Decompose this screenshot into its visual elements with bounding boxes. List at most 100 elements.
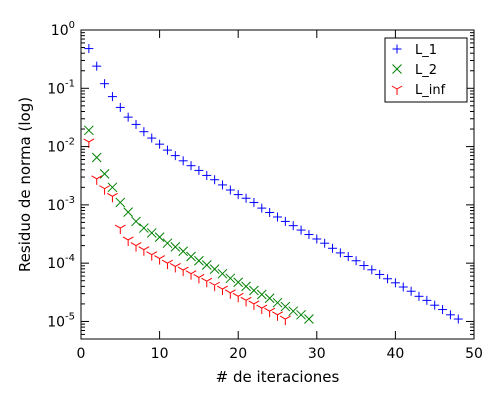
data-point-l-2 (233, 277, 244, 288)
data-point-l-inf (185, 270, 197, 280)
data-point-l-2 (280, 301, 291, 312)
data-point-l-2 (249, 285, 259, 296)
data-point-l-1 (312, 234, 322, 244)
data-point-l-inf (91, 175, 103, 185)
data-point-l-2 (146, 228, 157, 238)
data-point-l-2 (241, 281, 251, 292)
data-point-l-1 (217, 180, 227, 190)
data-point-l-1 (273, 212, 282, 222)
data-point-l-1 (351, 256, 361, 266)
x-tick-label: 0 (77, 346, 86, 362)
data-point-l-inf (209, 281, 221, 292)
data-point-l-inf (232, 292, 244, 303)
data-point-l-1 (422, 295, 432, 305)
data-point-l-1 (186, 161, 196, 171)
data-point-l-inf (106, 192, 118, 203)
data-point-l-1 (445, 310, 455, 320)
data-point-l-inf (169, 262, 181, 273)
data-point-l-1 (438, 305, 448, 315)
data-point-l-inf (122, 236, 134, 246)
data-point-l-inf (256, 304, 268, 315)
data-point-l-2 (99, 169, 110, 179)
data-point-l-1 (304, 230, 314, 240)
data-point-l-2 (131, 216, 141, 227)
y-tick-label: 10-3 (47, 195, 75, 214)
data-point-l-2 (296, 309, 306, 320)
y-axis-label: Residuo de norma (log) (16, 97, 34, 272)
data-point-l-1 (296, 225, 306, 235)
data-point-l-2 (107, 182, 118, 193)
data-point-l-1 (430, 300, 440, 310)
data-point-l-2 (91, 152, 102, 163)
data-point-l-1 (398, 282, 408, 292)
x-tick-label: 10 (151, 346, 169, 362)
x-tick-label: 40 (386, 346, 404, 362)
data-point-l-1 (367, 265, 377, 275)
data-point-l-inf (146, 251, 158, 261)
data-point-l-2 (225, 273, 236, 284)
data-point-l-1 (414, 291, 424, 301)
data-point-l-1 (84, 44, 94, 54)
data-point-l-2 (201, 260, 212, 270)
data-point-l-1 (328, 243, 338, 253)
data-point-l-1 (115, 102, 125, 112)
data-point-l-2 (194, 255, 204, 266)
data-point-l-1 (194, 165, 204, 175)
y-tick-label: 10-4 (47, 253, 75, 272)
data-point-l-1 (107, 92, 117, 102)
data-point-l-2 (84, 125, 94, 136)
legend-label-l-inf: L_inf (415, 83, 446, 98)
data-point-l-inf (201, 277, 213, 288)
data-point-l-inf (248, 300, 260, 310)
x-axis-label: # de iteraciones (216, 368, 340, 386)
data-point-l-1 (178, 156, 188, 166)
data-point-l-1 (320, 238, 330, 248)
data-point-l-1 (453, 314, 463, 324)
data-point-l-inf (217, 285, 228, 296)
data-point-l-1 (257, 203, 267, 213)
data-point-l-2 (304, 314, 314, 324)
data-point-l-inf (154, 255, 166, 265)
legend: L_1 L_2 L_inf (384, 37, 468, 103)
data-point-l-inf (162, 259, 173, 270)
data-point-l-2 (154, 232, 165, 242)
data-point-l-2 (217, 268, 228, 279)
x-tick-label: 50 (465, 346, 483, 362)
data-point-l-1 (162, 145, 172, 155)
data-point-l-1 (123, 112, 133, 122)
data-point-l-2 (272, 297, 283, 308)
data-point-l-1 (375, 269, 385, 279)
plot-marks (83, 44, 463, 326)
data-point-l-1 (265, 207, 275, 217)
data-point-l-2 (139, 223, 149, 233)
data-point-l-inf (272, 311, 283, 321)
legend-marker-l-2 (392, 64, 402, 74)
data-point-l-2 (123, 207, 134, 218)
x-tick-label: 30 (308, 346, 326, 362)
data-point-l-1 (131, 119, 141, 129)
data-point-l-1 (343, 252, 353, 262)
legend-label-l-1: L_1 (415, 43, 437, 58)
data-point-l-inf (138, 246, 150, 256)
data-point-l-1 (210, 175, 220, 185)
data-point-l-1 (280, 216, 290, 226)
axis-ticks: 0 10 20 30 40 50 100 10-1 10-2 10-3 10-4 10-5 (47, 20, 483, 362)
data-point-l-2 (209, 264, 220, 274)
data-point-l-inf (177, 266, 189, 277)
data-point-l-2 (115, 197, 126, 208)
y-tick-label: 100 (51, 20, 75, 39)
data-point-l-2 (256, 289, 267, 300)
data-point-l-1 (249, 197, 259, 207)
x-tick-label: 20 (229, 346, 247, 362)
data-point-l-1 (288, 221, 298, 231)
data-point-l-2 (288, 306, 299, 317)
data-point-l-1 (170, 151, 180, 161)
y-tick-label: 10-2 (47, 137, 75, 156)
data-point-l-inf (224, 289, 236, 299)
data-point-l-2 (178, 246, 189, 257)
data-point-l-1 (92, 61, 102, 71)
data-point-l-1 (241, 193, 251, 203)
data-point-l-inf (264, 307, 276, 318)
data-point-l-1 (406, 286, 416, 296)
